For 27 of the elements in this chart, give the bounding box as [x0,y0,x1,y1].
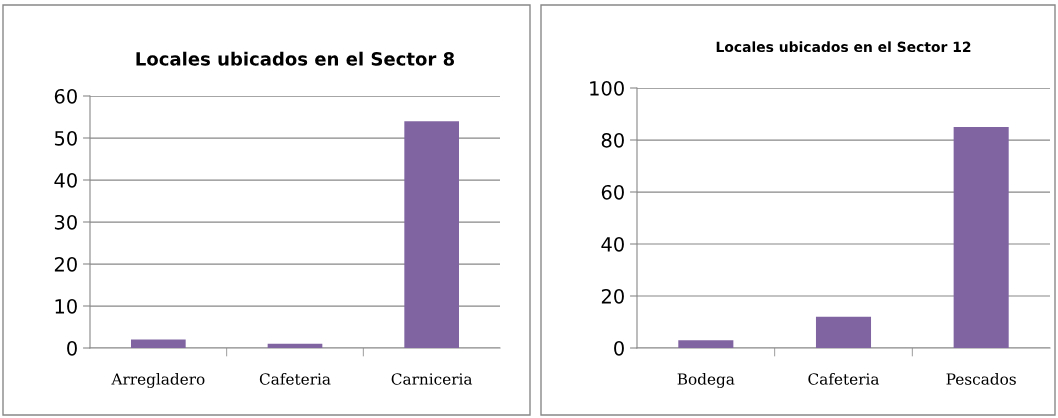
y-tick-label: 0 [614,340,624,356]
y-tick-label: 50 [54,130,77,146]
bar [267,343,323,348]
bar [678,340,734,348]
bar [131,339,186,348]
x-tick-label: Arregladero [111,373,205,388]
y-tick-label: 60 [601,184,624,200]
bar [953,127,1009,348]
y-tick-label: 60 [54,88,77,104]
x-tick-label: Bodega [677,373,735,388]
y-tick-label: 100 [590,80,624,96]
y-tick-label: 10 [55,298,77,314]
y-tick-label: 30 [54,214,77,230]
x-tick-label: Cafeteria [808,373,880,385]
x-tick-label: Cafeteria [259,373,331,385]
y-tick-label: 40 [601,236,624,252]
y-tick-label: 80 [601,132,624,148]
bar [815,316,872,348]
chart-title: Locales ubicados en el Sector 8 [136,51,455,66]
x-tick-label: Pescados [946,373,1016,385]
bar [404,121,459,348]
y-tick-label: 40 [54,172,77,188]
y-tick-label: 0 [67,340,77,356]
x-tick-label: Carniceria [391,373,473,385]
y-tick-label: 20 [601,288,624,304]
chart-title: Locales ubicados en el Sector 12 [716,41,971,53]
y-tick-label: 20 [54,256,77,272]
